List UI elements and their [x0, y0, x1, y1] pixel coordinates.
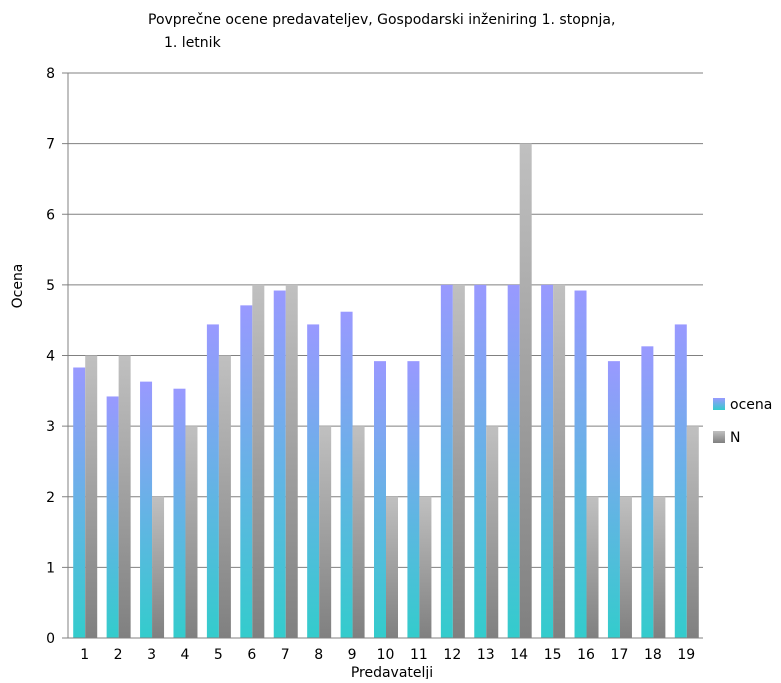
x-axis-ticks: 1 2 3 4 5 6 7 8 9 10 11 12 13 14 15 16 17 18 19 — [68, 637, 703, 663]
x-tick-label: 3 — [147, 647, 156, 663]
bar-N-4 — [185, 426, 198, 638]
x-tick-label: 14 — [510, 647, 528, 663]
bar-ocena-13 — [474, 284, 487, 638]
x-tick-label: 18 — [644, 647, 662, 663]
x-tick-label: 19 — [677, 647, 695, 663]
bars — [73, 143, 699, 638]
bar-N-19 — [686, 426, 699, 638]
bar-N-3 — [152, 496, 165, 638]
y-tick-label: 6 — [46, 207, 55, 223]
legend-swatch-N — [713, 431, 725, 443]
bar-ocena-2 — [106, 396, 119, 638]
legend-label-N: N — [730, 430, 740, 446]
bar-ocena-1 — [73, 367, 86, 638]
y-axis-title: Ocena — [10, 264, 26, 309]
bar-ocena-3 — [140, 381, 153, 638]
bar-ocena-15 — [541, 284, 554, 638]
x-tick-label: 1 — [80, 647, 89, 663]
bar-N-10 — [386, 496, 398, 638]
y-tick-label: 5 — [46, 278, 55, 294]
chart-title: Povprečne ocene predavateljev, Gospodars… — [148, 12, 615, 51]
y-tick-label: 8 — [46, 66, 55, 82]
x-tick-label: 8 — [314, 647, 323, 663]
y-axis-ticks: 0 1 2 3 4 5 6 7 8 — [46, 66, 68, 647]
x-tick-label: 12 — [443, 647, 461, 663]
x-tick-label: 6 — [247, 647, 256, 663]
x-tick-label: 7 — [281, 647, 290, 663]
chart-title-line-2: 1. letnik — [164, 35, 222, 51]
bar-ocena-19 — [674, 324, 687, 638]
bar-ocena-14 — [507, 284, 520, 638]
bar-ocena-6 — [240, 305, 253, 638]
bar-N-7 — [285, 284, 298, 638]
bar-N-5 — [218, 355, 231, 638]
y-tick-label: 1 — [46, 560, 55, 576]
y-tick-label: 7 — [46, 137, 55, 153]
bar-N-15 — [553, 284, 566, 638]
x-tick-label: 5 — [214, 647, 223, 663]
y-tick-label: 0 — [46, 631, 55, 647]
legend-swatch-ocena — [713, 398, 725, 410]
x-tick-label: 17 — [611, 647, 629, 663]
bar-N-16 — [586, 496, 599, 638]
bar-ocena-9 — [340, 311, 353, 638]
x-tick-label: 10 — [377, 647, 395, 663]
bar-ocena-18 — [641, 346, 654, 638]
bar-ocena-8 — [307, 324, 320, 638]
y-tick-label: 2 — [46, 490, 55, 506]
x-tick-label: 11 — [410, 647, 428, 663]
bar-ocena-11 — [407, 361, 420, 638]
bar-N-8 — [319, 426, 332, 638]
bar-ocena-17 — [607, 361, 620, 638]
legend: ocena N — [713, 397, 772, 446]
x-tick-label: 16 — [577, 647, 595, 663]
x-axis-title: Predavatelji — [351, 665, 433, 679]
bar-N-2 — [118, 355, 131, 638]
bar-N-9 — [352, 426, 365, 638]
bar-ocena-7 — [273, 290, 286, 638]
bar-N-6 — [252, 284, 265, 638]
legend-label-ocena: ocena — [730, 397, 772, 413]
y-tick-label: 4 — [46, 349, 55, 365]
x-tick-label: 15 — [544, 647, 562, 663]
bar-N-17 — [619, 496, 632, 638]
bar-ocena-4 — [173, 388, 186, 638]
x-tick-label: 2 — [114, 647, 123, 663]
bar-N-11 — [419, 496, 432, 638]
bar-N-14 — [519, 143, 532, 638]
x-tick-label: 13 — [477, 647, 495, 663]
bar-ocena-5 — [206, 324, 219, 638]
chart-title-line-1: Povprečne ocene predavateljev, Gospodars… — [148, 12, 615, 28]
y-tick-label: 3 — [46, 419, 55, 435]
x-tick-label: 4 — [181, 647, 190, 663]
bar-ocena-12 — [440, 284, 453, 638]
bar-N-13 — [486, 426, 499, 638]
bar-ocena-10 — [374, 361, 386, 638]
bar-N-18 — [653, 496, 666, 638]
bar-N-12 — [452, 284, 465, 638]
bar-ocena-16 — [574, 290, 587, 638]
x-tick-label: 9 — [348, 647, 357, 663]
bar-N-1 — [85, 355, 98, 638]
